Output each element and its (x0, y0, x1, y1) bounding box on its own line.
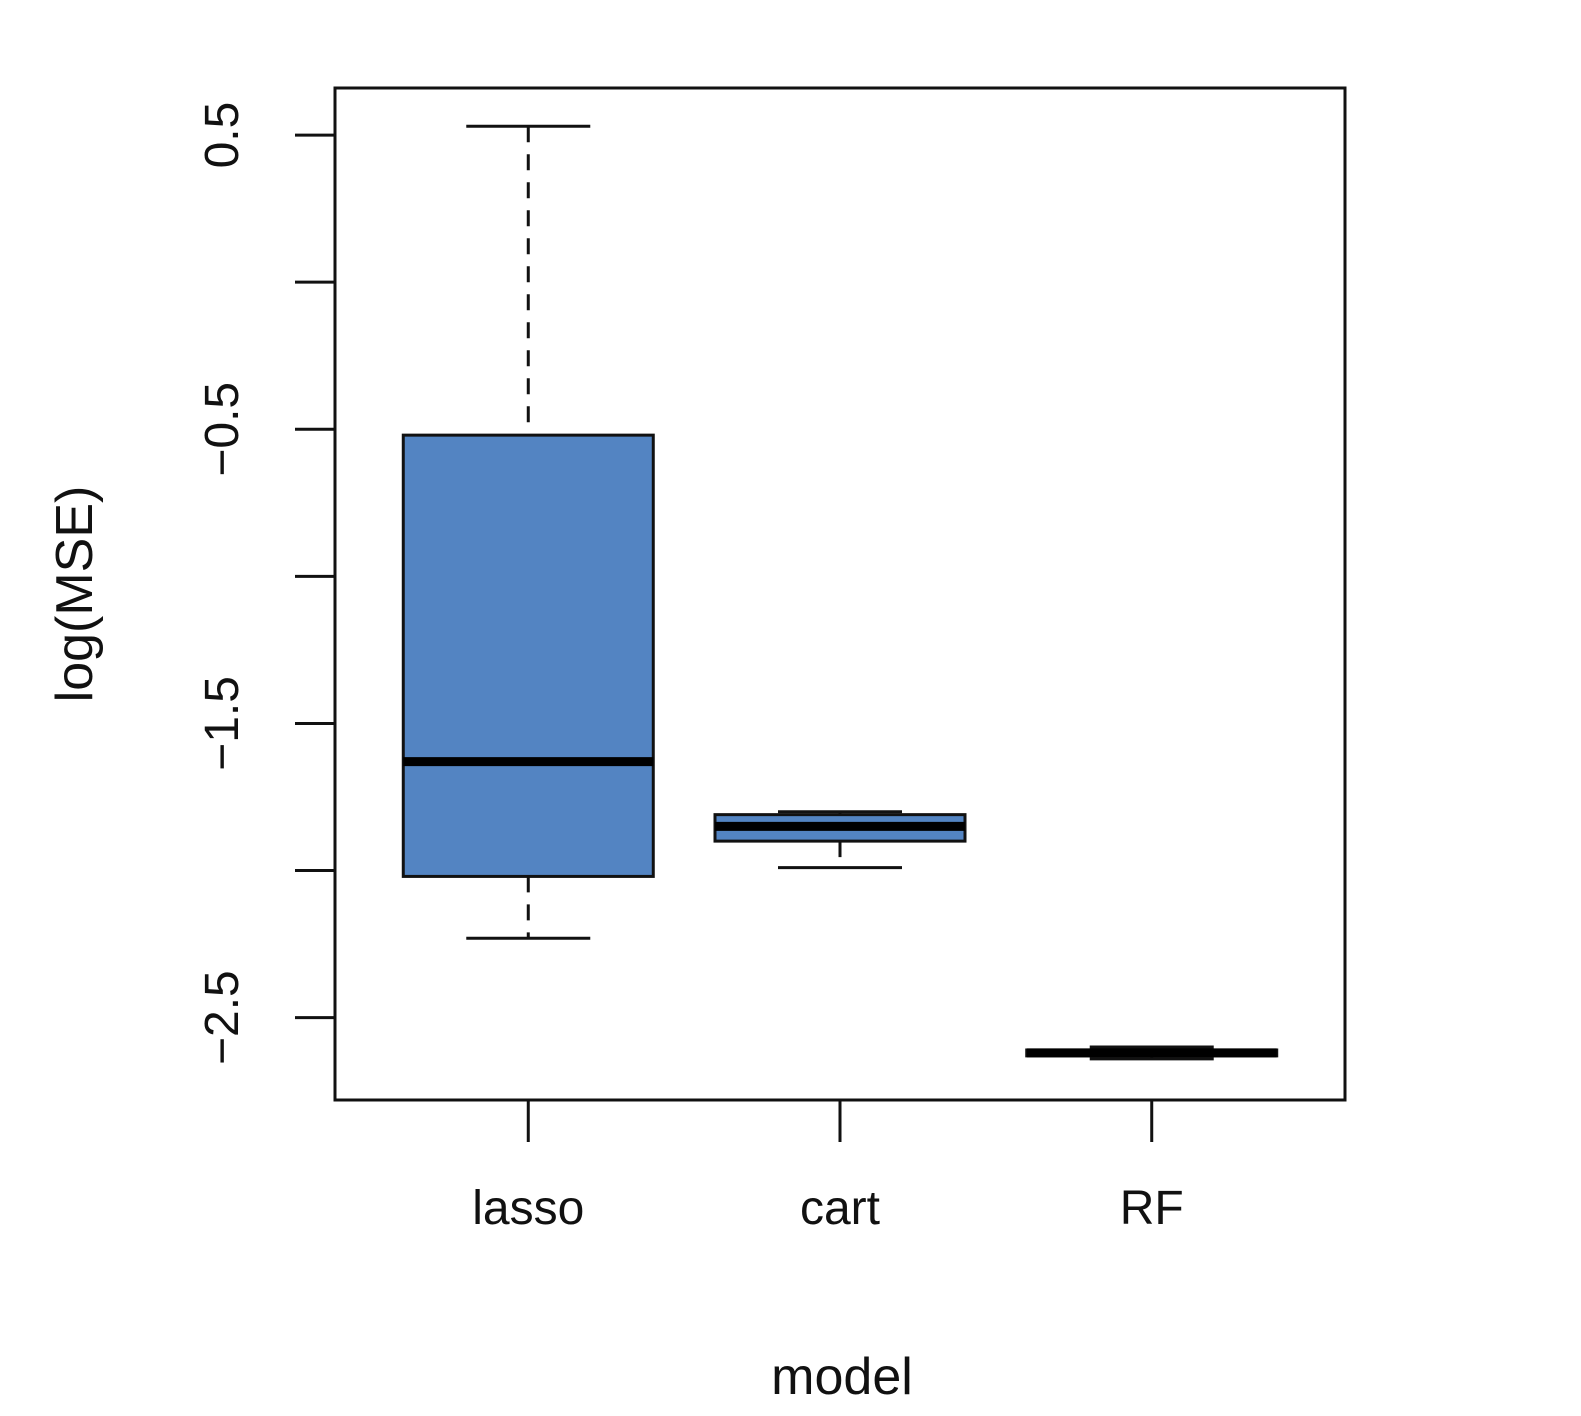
iqr-box-lasso (401, 433, 655, 878)
x-tick-label-rf: RF (1120, 1182, 1184, 1235)
y-tick-label: 0.5 (196, 102, 249, 169)
y-tick-label: −0.5 (196, 382, 249, 477)
y-tick-label: −1.5 (196, 676, 249, 771)
x-tick-label-cart: cart (800, 1182, 880, 1235)
y-axis: 0.5 −0.5 −1.5 −2.5 (196, 102, 335, 1065)
box-rf (1025, 1045, 1279, 1061)
y-tick-label: −2.5 (196, 970, 249, 1065)
y-axis-title: log(MSE) (46, 486, 104, 703)
x-tick-label-lasso: lasso (472, 1182, 584, 1235)
x-axis: lasso cart RF (472, 1100, 1184, 1235)
box-cart (713, 810, 967, 870)
x-axis-title: model (771, 1348, 913, 1406)
box-lasso (401, 124, 655, 940)
boxes-layer (401, 124, 1279, 1061)
